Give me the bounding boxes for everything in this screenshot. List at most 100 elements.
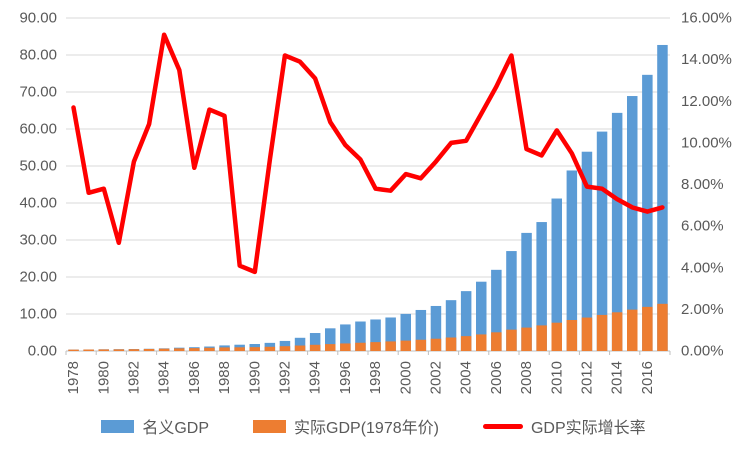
bar-real-gdp bbox=[158, 348, 170, 351]
y-axis-right-tick-label: 6.00% bbox=[681, 218, 724, 235]
bar-real-gdp bbox=[581, 317, 593, 351]
bar-real-gdp bbox=[294, 345, 306, 351]
legend-swatch-real-gdp bbox=[253, 419, 287, 433]
bar-real-gdp bbox=[385, 341, 396, 351]
bar-real-gdp bbox=[204, 347, 215, 351]
x-axis-year-label: 2002 bbox=[427, 361, 444, 394]
x-axis-year-label: 1998 bbox=[367, 361, 384, 394]
bar-real-gdp bbox=[400, 340, 411, 351]
bar-real-gdp bbox=[219, 347, 230, 351]
bar-nominal-gdp bbox=[521, 232, 532, 351]
legend-label-real-gdp: 实际GDP(1978年价) bbox=[294, 420, 439, 437]
bar-real-gdp bbox=[355, 342, 366, 351]
bar-real-gdp bbox=[309, 344, 321, 351]
y-axis-right-tick-label: 0.00% bbox=[681, 343, 724, 360]
bar-real-gdp bbox=[551, 322, 562, 351]
y-axis-left-tick-label: 30.00 bbox=[19, 232, 57, 249]
x-axis-year-label: 2010 bbox=[548, 361, 565, 394]
x-axis-year-label: 1988 bbox=[216, 361, 233, 394]
x-axis-year-label: 1984 bbox=[156, 361, 173, 394]
bar-nominal-gdp bbox=[491, 269, 502, 351]
bar-real-gdp bbox=[445, 337, 457, 351]
x-axis-year-label: 2012 bbox=[578, 361, 595, 394]
bar-real-gdp bbox=[476, 334, 487, 351]
y-axis-left-tick-label: 50.00 bbox=[19, 158, 57, 175]
bar-real-gdp bbox=[566, 319, 578, 351]
bar-nominal-gdp bbox=[551, 198, 562, 351]
bar-real-gdp bbox=[415, 339, 427, 351]
bar-real-gdp bbox=[83, 349, 94, 351]
bar-nominal-gdp bbox=[325, 328, 336, 351]
bar-nominal-gdp bbox=[385, 317, 396, 351]
x-axis-year-label: 1996 bbox=[337, 361, 354, 394]
y-axis-left-tick-label: 40.00 bbox=[19, 195, 57, 212]
bar-nominal-gdp bbox=[294, 337, 306, 351]
bar-nominal-gdp bbox=[657, 44, 668, 352]
x-axis-year-label: 2006 bbox=[488, 361, 505, 394]
x-axis-year-label: 1994 bbox=[307, 361, 324, 394]
chart-legend: 名义GDP 实际GDP(1978年价) GDP实际增长率 bbox=[0, 406, 747, 446]
bar-real-gdp bbox=[370, 342, 381, 351]
y-axis-left-tick-label: 70.00 bbox=[19, 84, 57, 101]
legend-label-nominal-gdp: 名义GDP bbox=[142, 420, 210, 437]
y-axis-left-tick-label: 90.00 bbox=[19, 10, 57, 27]
legend-item-nominal-gdp: 名义GDP bbox=[101, 414, 209, 438]
bar-real-gdp bbox=[340, 343, 351, 351]
bar-nominal-gdp bbox=[415, 309, 427, 351]
bar-real-gdp bbox=[491, 332, 502, 351]
bar-nominal-gdp bbox=[536, 222, 547, 351]
bar-nominal-gdp bbox=[309, 333, 321, 351]
bar-nominal-gdp bbox=[400, 313, 411, 351]
x-axis-year-label: 2016 bbox=[639, 361, 656, 394]
legend-swatch-nominal-gdp bbox=[101, 419, 135, 433]
x-axis-year-label: 2014 bbox=[609, 361, 626, 394]
bar-real-gdp bbox=[506, 329, 517, 351]
bar-real-gdp bbox=[536, 325, 547, 351]
bar-real-gdp bbox=[460, 336, 472, 351]
y-axis-left-tick-label: 80.00 bbox=[19, 47, 57, 64]
x-axis-year-label: 1986 bbox=[186, 361, 203, 394]
bar-real-gdp bbox=[521, 327, 532, 351]
bar-real-gdp bbox=[113, 349, 125, 351]
bar-nominal-gdp bbox=[581, 151, 593, 351]
y-axis-right-tick-label: 2.00% bbox=[681, 301, 724, 318]
bar-nominal-gdp bbox=[476, 281, 487, 351]
y-axis-left-tick-label: 10.00 bbox=[19, 306, 57, 323]
bar-nominal-gdp bbox=[611, 112, 623, 351]
bar-real-gdp bbox=[325, 344, 336, 351]
x-axis-year-label: 2004 bbox=[458, 361, 475, 394]
bar-real-gdp bbox=[249, 347, 260, 351]
y-axis-right-tick-label: 10.00% bbox=[681, 134, 732, 151]
x-axis-year-label: 1992 bbox=[276, 361, 293, 394]
legend-swatch-growth-rate-line bbox=[482, 423, 523, 429]
bar-real-gdp bbox=[98, 349, 109, 351]
x-axis-year-label: 1978 bbox=[65, 361, 82, 394]
y-axis-right-tick-label: 14.00% bbox=[681, 51, 732, 68]
bar-real-gdp bbox=[264, 346, 276, 351]
bar-real-gdp bbox=[174, 348, 185, 351]
bar-nominal-gdp bbox=[566, 170, 578, 351]
bar-real-gdp bbox=[189, 348, 200, 351]
bar-nominal-gdp bbox=[355, 321, 366, 351]
bar-real-gdp bbox=[128, 349, 140, 351]
x-axis-year-label: 1990 bbox=[246, 361, 263, 394]
chart-plot-area: 0.00 10.00 20.00 30.00 40.00 50.00 60.00 70.00 8… bbox=[19, 10, 732, 395]
legend-item-growth-rate: GDP实际增长率 bbox=[482, 414, 646, 438]
y-axis-left-tick-label: 60.00 bbox=[19, 121, 57, 138]
bar-real-gdp bbox=[68, 349, 79, 351]
x-axis-year-label: 1980 bbox=[95, 361, 112, 394]
y-axis-left-tick-label: 0.00 bbox=[28, 343, 57, 360]
bar-nominal-gdp bbox=[460, 291, 472, 351]
x-axis-year-label: 2008 bbox=[518, 361, 535, 394]
y-axis-left-tick-label: 20.00 bbox=[19, 269, 57, 286]
bar-nominal-gdp bbox=[279, 340, 291, 351]
growth-rate-line bbox=[71, 32, 665, 275]
bar-real-gdp bbox=[143, 348, 155, 351]
y-axis-right-tick-label: 8.00% bbox=[681, 176, 724, 193]
y-axis-right-tick-label: 16.00% bbox=[681, 10, 732, 27]
bar-real-gdp bbox=[611, 312, 623, 351]
legend-item-real-gdp: 实际GDP(1978年价) bbox=[253, 414, 439, 438]
bar-real-gdp bbox=[657, 303, 668, 351]
bar-real-gdp bbox=[430, 338, 442, 351]
